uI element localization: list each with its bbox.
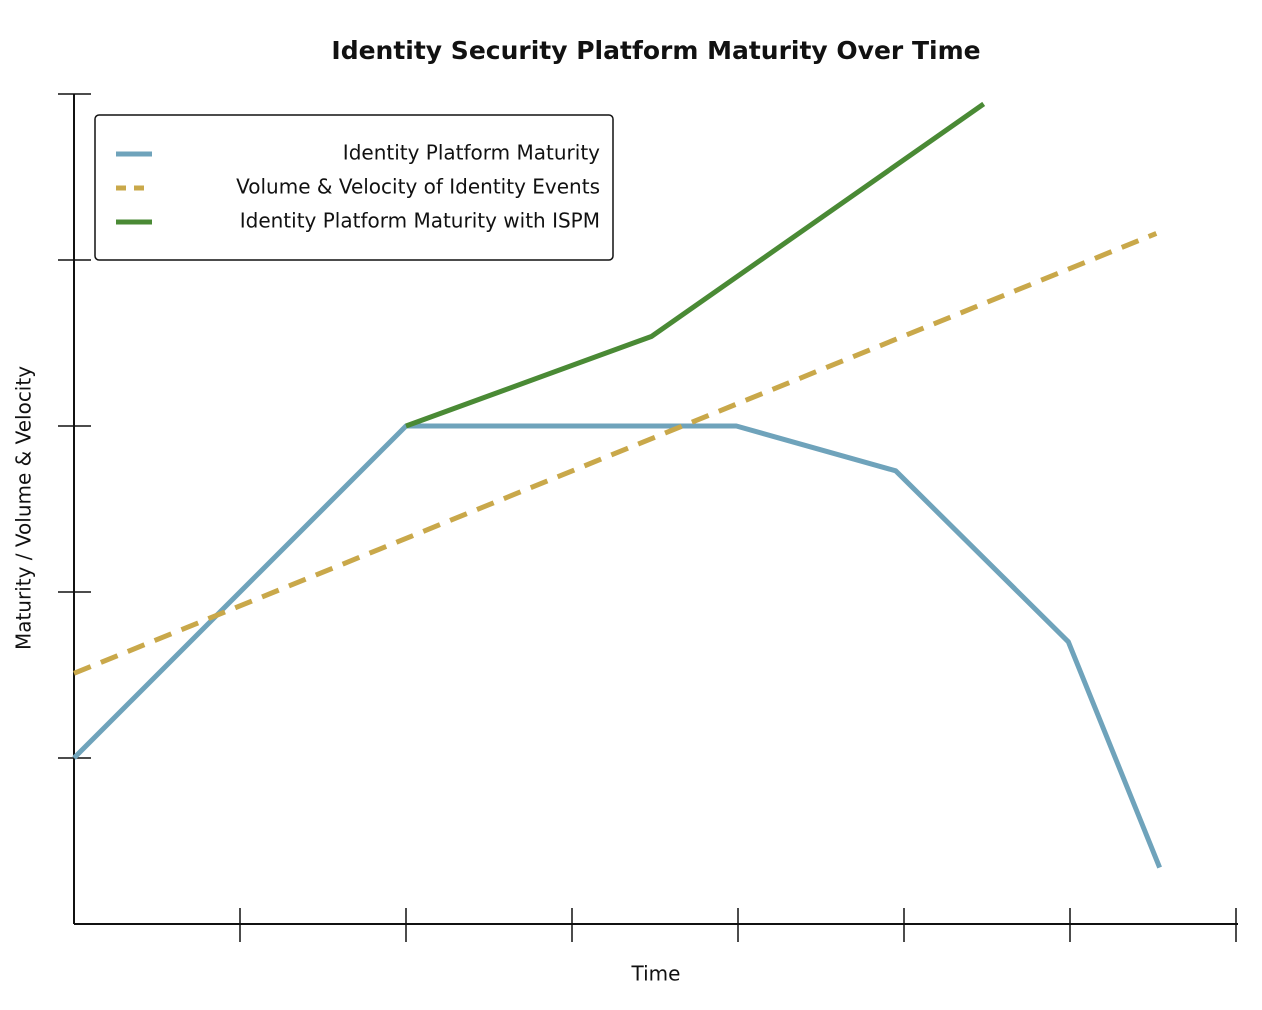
y-axis-label: Maturity / Volume & Velocity [12,366,36,650]
legend-label: Identity Platform Maturity [343,141,600,165]
legend-label: Volume & Velocity of Identity Events [236,175,600,199]
legend-label: Identity Platform Maturity with ISPM [240,209,600,233]
x-axis-label: Time [631,962,681,986]
legend-box [94,114,614,261]
series-line [73,231,1158,676]
series-line [405,101,986,429]
chart-title: Identity Security Platform Maturity Over… [331,36,980,65]
series-line [72,423,1162,869]
